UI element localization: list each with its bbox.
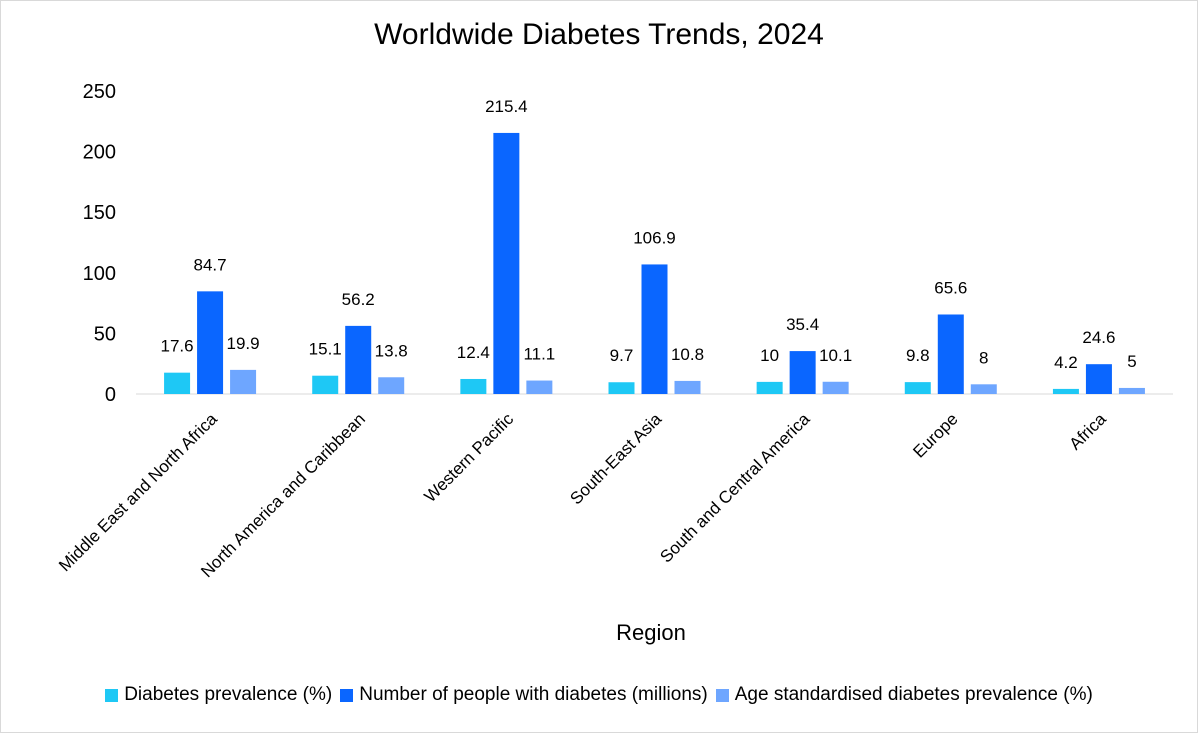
y-tick-label: 150 [83, 202, 116, 224]
bar-series-1 [312, 375, 339, 394]
legend-label: Number of people with diabetes (millions… [359, 684, 708, 705]
y-axis: 0 50 100 150 200 250 [83, 81, 116, 406]
category-label: Africa [1066, 409, 1111, 454]
y-tick-label: 50 [94, 323, 116, 345]
category-label: Europe [909, 409, 961, 461]
data-label: 35.4 [786, 315, 819, 334]
data-labels-group: 17.6 84.7 19.9 15.1 56.2 13.8 12.4 215.4 11.1 9.7… [161, 97, 1137, 372]
legend-swatch [105, 688, 119, 702]
data-label: 15.1 [309, 340, 342, 359]
bar-series-2 [493, 132, 520, 395]
data-label: 9.8 [906, 346, 930, 365]
data-label: 84.7 [194, 255, 227, 274]
data-label: 10 [760, 346, 779, 365]
category-label: South and Central America [656, 409, 813, 566]
bar-series-1 [1052, 388, 1079, 394]
bar-series-3 [526, 380, 553, 394]
category-label: North America and Caribbean [197, 409, 369, 581]
data-label: 10.1 [819, 346, 852, 365]
bar-series-1 [608, 382, 635, 394]
legend-swatch [340, 688, 354, 702]
bar-series-3 [970, 384, 997, 394]
data-label: 106.9 [633, 228, 676, 247]
bar-series-3 [1118, 387, 1145, 394]
bar-series-2 [789, 351, 816, 394]
category-label: Middle East and North Africa [55, 409, 221, 575]
chart-title: Worldwide Diabetes Trends, 2024 [374, 18, 824, 51]
legend-label: Age standardised diabetes prevalence (%) [734, 684, 1093, 705]
data-label: 10.8 [671, 345, 704, 364]
legend-item-series-2: Number of people with diabetes (millions… [340, 684, 708, 706]
data-label: 24.6 [1082, 328, 1115, 347]
legend: Diabetes prevalence (%) Number of people … [0, 684, 1198, 706]
data-label: 5 [1127, 352, 1136, 371]
bar-series-1 [904, 382, 931, 394]
category-label: Western Pacific [420, 409, 517, 506]
bar-series-1 [756, 381, 783, 394]
x-axis-title: Region [616, 620, 686, 645]
bars-group [164, 132, 1145, 395]
bar-series-1 [164, 372, 191, 394]
data-label: 12.4 [457, 343, 490, 362]
bar-series-3 [674, 380, 701, 394]
legend-swatch [715, 688, 729, 702]
data-label: 17.6 [161, 337, 194, 356]
data-label: 8 [979, 348, 988, 367]
bar-series-1 [460, 378, 487, 394]
data-label: 215.4 [485, 97, 528, 116]
bar-series-2 [1085, 364, 1112, 394]
category-label: South-East Asia [566, 409, 665, 508]
bar-series-2 [641, 264, 668, 394]
bar-series-2 [197, 291, 224, 394]
bar-series-3 [378, 377, 405, 394]
y-tick-label: 0 [105, 384, 116, 406]
bar-series-3 [230, 369, 257, 394]
bar-series-2 [937, 314, 964, 394]
y-tick-label: 100 [83, 263, 116, 285]
bar-series-2 [345, 325, 372, 394]
data-label: 4.2 [1054, 353, 1078, 372]
data-label: 11.1 [523, 345, 555, 364]
legend-item-series-1: Diabetes prevalence (%) [105, 684, 332, 706]
legend-label: Diabetes prevalence (%) [124, 684, 333, 705]
legend-item-series-3: Age standardised diabetes prevalence (%) [715, 684, 1093, 706]
data-label: 56.2 [342, 290, 375, 309]
data-label: 65.6 [934, 278, 967, 297]
data-label: 9.7 [610, 346, 634, 365]
data-label: 13.8 [375, 341, 408, 360]
y-tick-label: 250 [83, 81, 116, 103]
bar-series-3 [822, 381, 849, 394]
data-label: 19.9 [227, 334, 260, 353]
y-tick-label: 200 [83, 142, 116, 164]
